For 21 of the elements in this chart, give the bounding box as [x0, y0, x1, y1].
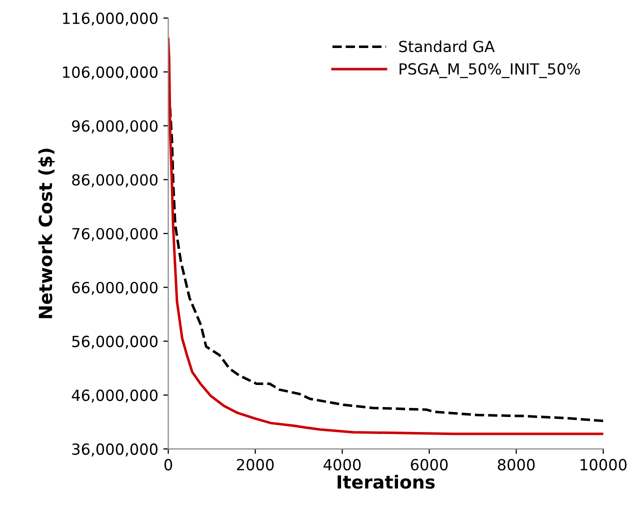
legend-label: Standard GA [399, 40, 495, 52]
line-series [168, 38, 604, 436]
x-tick-label: 0 [164, 458, 172, 470]
x-tick-label: 10000 [580, 458, 627, 470]
x-tick-label: 2000 [236, 458, 274, 470]
y-tick-label: 86,000,000 [72, 174, 158, 188]
x-tick-label: 6000 [410, 458, 448, 470]
y-tick-label: 116,000,000 [63, 12, 158, 26]
x-tick-label: 4000 [324, 458, 361, 470]
y-axis-title: Network Cost ($) [38, 148, 55, 318]
line-series [168, 106, 604, 422]
y-tick-label: 106,000,000 [63, 66, 158, 80]
x-tick-label: 8000 [498, 458, 535, 470]
y-tick-label: 36,000,000 [72, 443, 158, 456]
y-tick-label: 46,000,000 [72, 390, 158, 403]
y-tick-label: 96,000,000 [72, 120, 158, 134]
y-tick-label: 76,000,000 [72, 228, 158, 242]
y-tick-label: 66,000,000 [72, 282, 158, 295]
legend-label: PSGA_M_50%_INIT_50% [400, 63, 580, 78]
x-axis-title: Iterations [338, 474, 435, 489]
y-tick-label: 56,000,000 [72, 336, 158, 349]
